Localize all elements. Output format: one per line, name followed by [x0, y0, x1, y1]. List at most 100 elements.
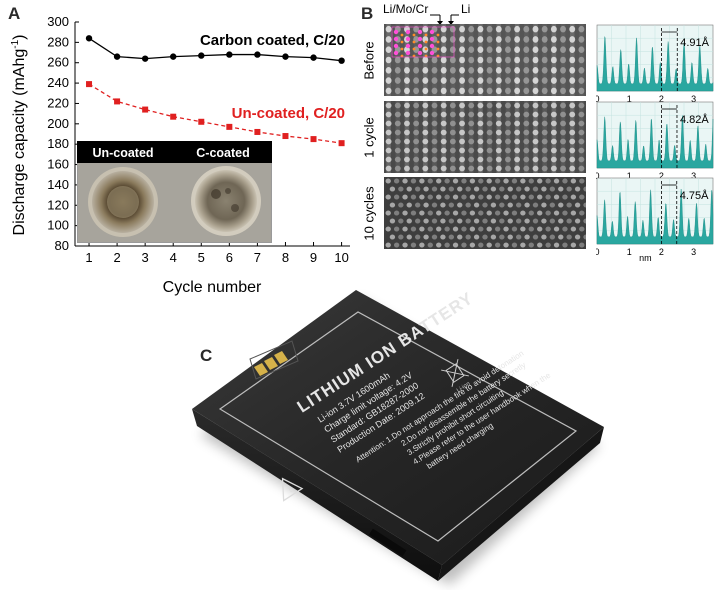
- data-point: [142, 106, 149, 113]
- stem-column-label: Li/Mo/Cr: [383, 2, 428, 16]
- y-tick-label: 140: [47, 177, 69, 192]
- data-point: [85, 35, 93, 42]
- x-axis-title: Cycle number: [163, 279, 262, 296]
- warning-triangle-icon: !: [281, 477, 304, 502]
- y-axis-title: Discharge capacity (mAhg-1): [10, 35, 28, 236]
- series-line-0: [88, 37, 342, 62]
- data-point: [226, 123, 233, 130]
- data-point: [338, 140, 345, 147]
- data-point: [226, 51, 233, 58]
- data-point: [282, 53, 289, 60]
- y-tick-label: 300: [47, 14, 69, 29]
- y-axis-title-end: ): [11, 35, 28, 40]
- battery-top-face: [192, 290, 604, 565]
- x-tick-label: 10: [334, 250, 348, 265]
- profile-tick-label: 0: [596, 171, 600, 181]
- y-tick-label: 200: [47, 116, 69, 131]
- lattice-spacing-label: 4.75Å: [680, 189, 709, 202]
- intensity-profile-1-cycle: 4.82Å0123nm: [596, 101, 714, 185]
- arrow-markers: [430, 14, 459, 25]
- battery-right-edge: [438, 427, 604, 581]
- profile-tick-label: 3: [691, 171, 696, 181]
- stem-image-before: [384, 24, 586, 96]
- panel-b-letter: B: [361, 4, 374, 23]
- data-point: [141, 55, 149, 62]
- data-point: [86, 81, 93, 88]
- x-tick-label: 9: [310, 250, 317, 265]
- series-layer: [85, 35, 345, 147]
- inset-label-uncoated: Un-coated: [92, 146, 153, 160]
- profile-tick-label: 3: [691, 247, 696, 257]
- stem-image-1-cycle: [384, 101, 586, 173]
- legend-uncoated: Un-coated, C/20: [232, 105, 345, 122]
- row-label-10-cycles: 10 cycles: [361, 185, 377, 241]
- battery-photo: LITHIUM ION BATTERY Li-ion 3.7V 1600mAh …: [192, 288, 604, 585]
- panel-c-letter: C: [200, 346, 213, 365]
- inset-label-ccoated: C-coated: [196, 146, 249, 160]
- profile-tick-label: 2: [659, 94, 664, 104]
- battery-label-border: [218, 311, 578, 542]
- axes-frame: [74, 22, 350, 247]
- y-axis-ticks: 80 100 120 140 160 180 200 220 240 260 280 300: [47, 14, 79, 253]
- svg-text:!: !: [286, 485, 294, 496]
- inset-photo: Un-coated C-coated: [77, 141, 272, 243]
- profile-tick-label: 1: [627, 171, 632, 181]
- panel-a-letter: A: [8, 4, 21, 23]
- data-point: [170, 53, 177, 60]
- x-tick-label: 4: [170, 250, 177, 265]
- data-point: [338, 57, 345, 64]
- x-tick-label: 1: [85, 250, 92, 265]
- profile-unit-label: nm: [639, 253, 652, 261]
- data-point: [254, 128, 261, 135]
- data-point: [310, 54, 317, 61]
- profile-tick-label: 1: [627, 247, 632, 257]
- battery-contacts: [249, 340, 299, 380]
- series-line-1: [88, 83, 342, 144]
- stem-image-10-cycles: [384, 177, 589, 249]
- battery-connector-slot: [369, 528, 407, 557]
- y-tick-label: 280: [47, 34, 69, 49]
- y-tick-label: 180: [47, 136, 69, 151]
- row-label-1-cycle: 1 cycle: [361, 116, 377, 158]
- x-tick-label: 3: [142, 250, 149, 265]
- y-tick-label: 120: [47, 197, 69, 212]
- profile-tick-label: 3: [691, 94, 696, 104]
- profile-tick-label: 0: [596, 94, 600, 104]
- x-axis-ticks: 1 2 3 4 5 6 7 8 9 10: [85, 242, 349, 265]
- intensity-profile-10-cycles: 4.75Å 0 1 2 3 nm: [596, 177, 714, 261]
- y-axis-title-main: Discharge capacity (mAhg: [11, 49, 28, 236]
- lattice-spacing-label: 4.82Å: [680, 113, 709, 126]
- profile-tick-label: 2: [659, 247, 664, 257]
- y-tick-label: 220: [47, 95, 69, 110]
- data-point: [254, 51, 261, 58]
- data-point: [198, 52, 205, 59]
- data-point: [113, 53, 121, 60]
- row-label-before: Before: [361, 40, 377, 80]
- x-tick-label: 2: [113, 250, 120, 265]
- x-tick-label: 5: [198, 250, 205, 265]
- y-axis-title-sup: -1: [10, 39, 21, 48]
- label-li-mo-cr: Li/Mo/Cr: [383, 2, 429, 16]
- data-point: [114, 98, 121, 105]
- lattice-spacing-label: 4.91Å: [680, 36, 709, 49]
- y-tick-label: 260: [47, 55, 69, 70]
- legend-carbon-coated: Carbon coated, C/20: [200, 32, 345, 49]
- profile-tick-label: 2: [659, 171, 664, 181]
- data-point: [310, 136, 317, 143]
- x-tick-label: 6: [226, 250, 233, 265]
- profile-tick-label: 1: [627, 94, 632, 104]
- data-point: [282, 133, 289, 140]
- y-tick-label: 160: [47, 157, 69, 172]
- y-tick-label: 240: [47, 75, 69, 90]
- stem-li-label: Li: [461, 2, 470, 16]
- y-tick-label: 100: [47, 218, 69, 233]
- capacity-chart: 80 100 120 140 160 180 200 220 240 260 280 300 1 2 3 4…: [10, 14, 350, 296]
- intensity-profile-before: 4.91Å0123nm: [596, 24, 714, 108]
- y-tick-label: 80: [55, 238, 69, 253]
- data-point: [198, 118, 205, 125]
- profile-tick-label: 0: [596, 247, 600, 257]
- data-point: [170, 113, 177, 120]
- label-li: Li: [461, 2, 471, 16]
- x-tick-label: 8: [282, 250, 289, 265]
- x-tick-label: 7: [254, 250, 261, 265]
